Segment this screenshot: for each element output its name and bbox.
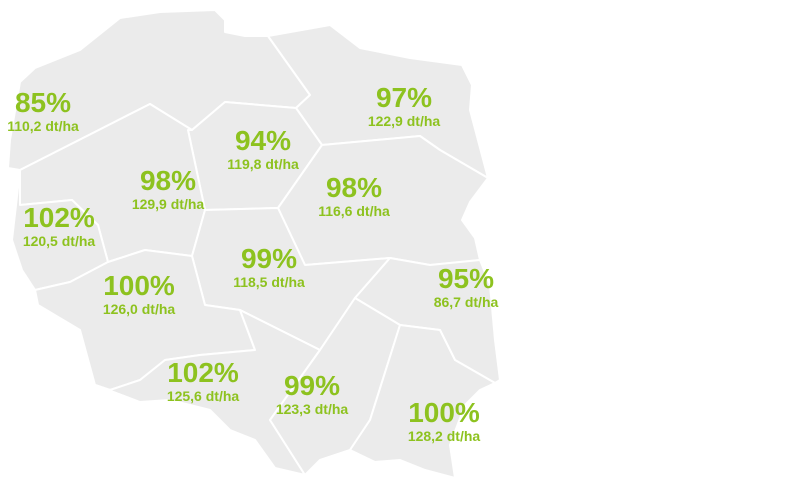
region-percent: 98% [139,165,197,196]
region-yield: 123,3 dt/ha [275,401,349,417]
map-region-12 [349,324,496,479]
region-percent: 102% [23,202,95,233]
region-yield: 86,7 dt/ha [433,294,499,310]
region-label-6: 102% 120,5 dt/ha [22,202,96,250]
region-label-11: 99% 123,3 dt/ha [275,370,349,418]
region-yield: 125,6 dt/ha [166,388,240,404]
region-percent: 97% [375,82,433,113]
region-yield: 126,0 dt/ha [102,301,176,317]
region-label-2: 97% 122,9 dt/ha [367,82,441,130]
region-yield: 110,2 dt/ha [7,118,79,134]
region-percent: 95% [437,263,495,294]
region-label-3: 94% 119,8 dt/ha [227,125,299,173]
region-label-12: 100% 128,2 dt/ha [407,397,481,445]
region-percent: 102% [167,357,239,388]
region-yield: 122,9 dt/ha [367,113,441,129]
region-yield: 116,6 dt/ha [318,203,390,219]
region-percent: 100% [103,270,175,301]
region-percent: 85% [14,87,72,118]
region-label-5: 98% 116,6 dt/ha [318,172,390,220]
region-yield: 119,8 dt/ha [227,156,299,172]
region-label-4: 98% 129,9 dt/ha [131,165,205,213]
region-label-9: 100% 126,0 dt/ha [102,270,176,318]
region-percent: 98% [325,172,383,203]
region-label-10: 102% 125,6 dt/ha [166,357,240,405]
region-yield: 129,9 dt/ha [131,196,205,212]
region-percent: 100% [408,397,480,428]
region-percent: 94% [234,125,292,156]
region-yield: 128,2 dt/ha [407,428,481,444]
region-yield: 120,5 dt/ha [22,233,96,249]
region-label-8: 95% 86,7 dt/ha [433,263,499,311]
region-yield: 118,5 dt/ha [233,274,305,290]
region-percent: 99% [283,370,341,401]
region-percent: 99% [240,243,298,274]
region-label-1: 85% 110,2 dt/ha [7,87,79,135]
region-label-7: 99% 118,5 dt/ha [233,243,305,291]
